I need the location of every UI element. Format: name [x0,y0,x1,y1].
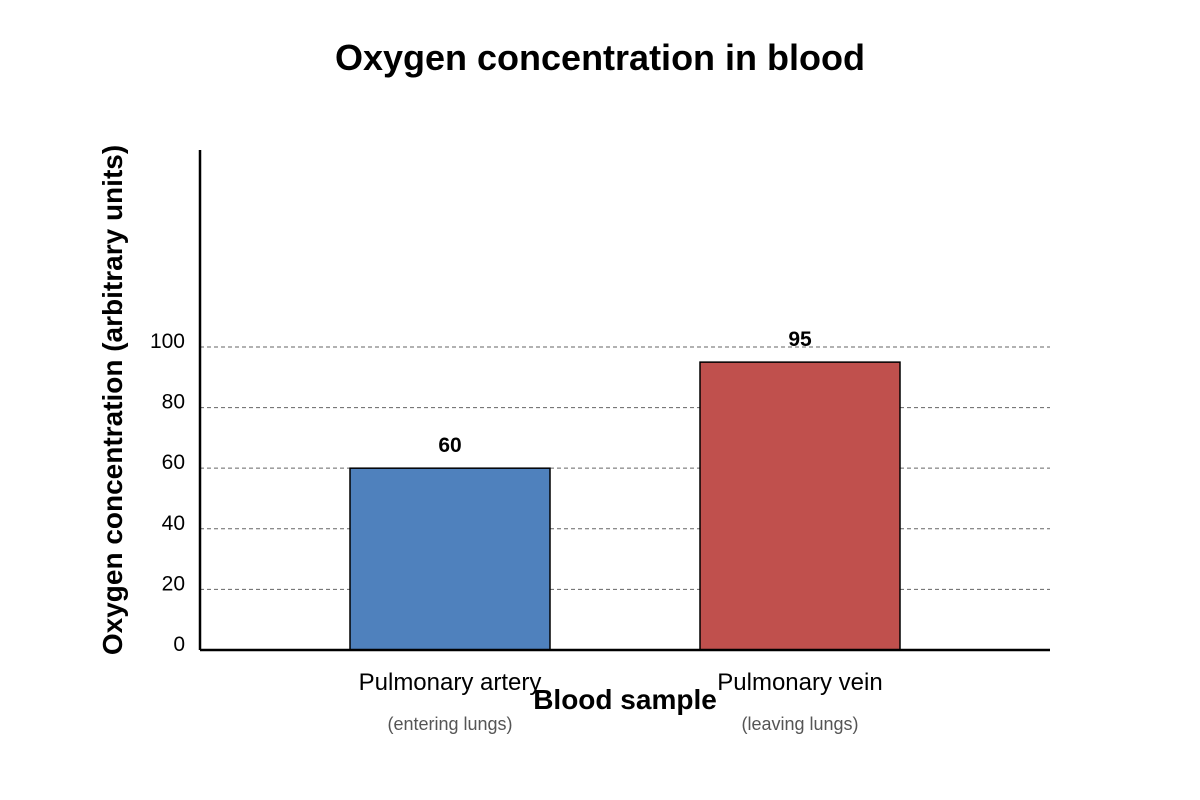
y-tick-labels: 0 20 40 60 80 100 [150,330,185,656]
axes [198,150,1050,652]
bars [349,361,901,651]
y-tick-label: 0 [173,633,185,656]
data-labels: 60 95 [438,328,812,457]
data-label: 60 [438,434,461,457]
y-axis-title: Oxygen concentration (arbitrary units) [97,145,128,655]
x-tick-labels: Pulmonary artery (entering lungs) Pulmonar… [359,669,883,734]
y-tick-label: 60 [162,451,185,474]
bar-pulmonary-vein [699,361,901,651]
y-tick-label: 40 [162,512,185,535]
y-tick-label: 80 [162,391,185,414]
data-label: 95 [788,328,812,351]
y-tick-label: 20 [162,572,185,595]
gridlines [200,346,1050,590]
chart-title: Oxygen concentration in blood [335,37,865,78]
x-tick-sublabel: (leaving lungs) [741,714,858,734]
x-tick-label: Pulmonary vein [717,669,882,696]
x-tick-sublabel: (entering lungs) [387,714,512,734]
bar-pulmonary-artery [349,467,551,651]
y-tick-label: 100 [150,330,185,353]
x-axis-title: Blood sample [533,684,717,715]
x-tick-label: Pulmonary artery [359,669,542,696]
